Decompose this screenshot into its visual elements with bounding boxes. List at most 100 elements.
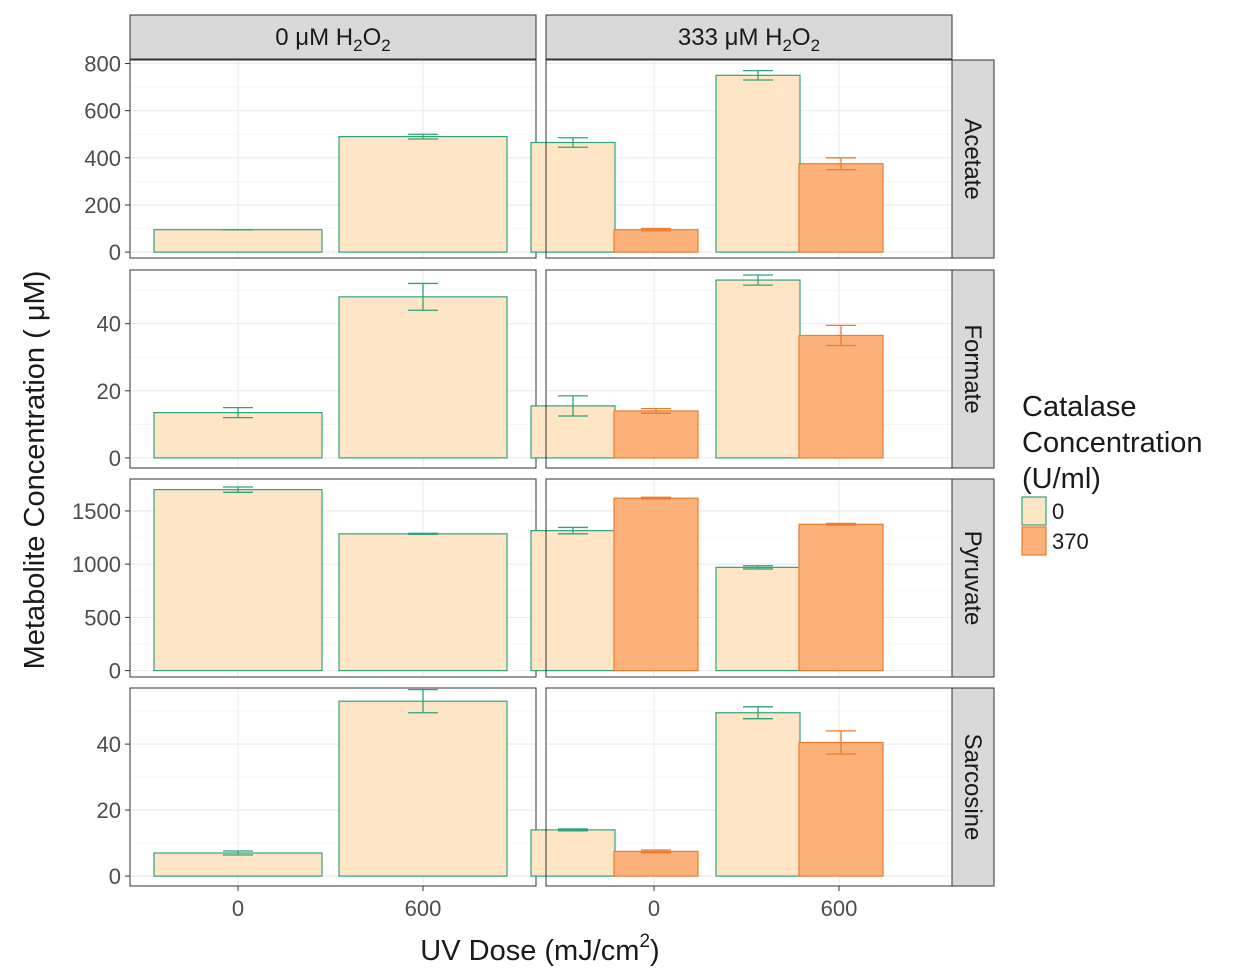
y-tick-label: 400 [84, 146, 121, 171]
row-strip-label: Formate [959, 324, 986, 413]
error-bar [558, 828, 588, 832]
row-strip-formate: Formate [951, 269, 995, 469]
bar-pyruvate-600-catalase-0 [715, 566, 801, 672]
error-bar [223, 850, 253, 856]
column-strip-label-part: 2 [782, 36, 791, 55]
row-strip-label: Sarcosine [959, 734, 986, 841]
x-tick-label: 600 [821, 896, 858, 921]
bar-pyruvate-0-catalase-370 [613, 497, 699, 672]
error-bar [641, 496, 671, 500]
bar-sarcosine-600-catalase-370 [798, 741, 884, 877]
error-bar [826, 522, 856, 526]
panel-sarcosine-col1 [129, 687, 537, 887]
error-bar [223, 486, 253, 493]
row-strip-acetate: Acetate [951, 59, 995, 259]
y-tick-label: 20 [97, 798, 121, 823]
bar-sarcosine-0-catalase-0 [153, 852, 323, 877]
error-bar [641, 849, 671, 854]
error-bar [743, 565, 773, 570]
error-bar [558, 137, 588, 148]
row-strip-label: Acetate [959, 118, 986, 199]
y-tick-label: 1000 [72, 552, 121, 577]
bar-acetate-600-catalase-0 [338, 136, 508, 253]
column-strip-label-part: O [363, 24, 382, 51]
y-tick-label: 20 [97, 379, 121, 404]
column-strip-1: 0 μM H2O2 [129, 14, 537, 60]
legend-title-line-2: Concentration [1022, 427, 1203, 459]
panel-acetate-col1 [129, 59, 537, 259]
bar-formate-0-catalase-0 [153, 412, 323, 459]
y-tick-label: 800 [84, 52, 121, 77]
error-bar [408, 282, 438, 311]
bar-acetate-0-catalase-370 [613, 229, 699, 253]
bar-pyruvate-0-catalase-0 [153, 489, 323, 672]
x-axis-title-main: UV Dose (mJ/cm [420, 935, 639, 967]
legend-label: 0 [1052, 499, 1064, 524]
legend-title-line-3: (U/ml) [1022, 463, 1101, 495]
error-bar [743, 706, 773, 720]
panel-acetate-col2 [530, 59, 953, 259]
bar-sarcosine-0-catalase-370 [613, 850, 699, 877]
error-bar [558, 395, 588, 417]
legend-swatch [1021, 496, 1047, 526]
x-tick-label: 0 [232, 896, 244, 921]
bar-formate-600-catalase-370 [798, 334, 884, 459]
row-strip-label: Pyruvate [959, 531, 986, 626]
bar-formate-600-catalase-0 [715, 279, 801, 459]
legend-swatch [1021, 526, 1047, 556]
y-tick-label: 40 [97, 732, 121, 757]
y-tick-label: 40 [97, 312, 121, 337]
bar-acetate-0-catalase-0 [153, 229, 323, 253]
panel-formate-col1 [129, 269, 537, 469]
y-tick-label: 600 [84, 99, 121, 124]
column-strip-label-part: O [792, 24, 811, 51]
bar-acetate-600-catalase-370 [798, 163, 884, 253]
error-bar [408, 133, 438, 140]
row-strip-pyruvate: Pyruvate [951, 478, 995, 678]
x-axis-title: UV Dose (mJ/cm2) [420, 931, 659, 967]
column-strip-label-part: 2 [353, 36, 362, 55]
error-bar [743, 69, 773, 81]
bar-acetate-0-catalase-0 [530, 141, 616, 253]
error-bar [743, 274, 773, 286]
column-strip-label-2: 333 μM H2O2 [678, 24, 820, 55]
y-tick-label: 1500 [72, 499, 121, 524]
column-strip-label-part: 333 μM H [678, 24, 783, 51]
x-tick-label: 600 [405, 896, 442, 921]
y-tick-label: 200 [84, 193, 121, 218]
error-bar [223, 406, 253, 419]
y-tick-label: 0 [109, 240, 121, 265]
error-bar [641, 407, 671, 414]
row-strip-sarcosine: Sarcosine [951, 687, 995, 887]
bar-sarcosine-600-catalase-0 [715, 712, 801, 877]
error-bar [408, 532, 438, 536]
bar-pyruvate-600-catalase-370 [798, 523, 884, 672]
panel-pyruvate-col1 [129, 478, 537, 678]
column-strip-2: 333 μM H2O2 [545, 14, 953, 60]
legend-key-0: 0 [1021, 496, 1064, 526]
error-bar [641, 227, 671, 232]
column-strip-label-part: 0 μM H [275, 24, 353, 51]
column-strip-label-1: 0 μM H2O2 [275, 24, 390, 55]
bar-pyruvate-600-catalase-0 [338, 533, 508, 672]
bar-formate-0-catalase-370 [613, 410, 699, 459]
error-bar [826, 157, 856, 171]
x-axis-title-tail: ) [650, 935, 660, 967]
legend-label: 370 [1052, 529, 1089, 554]
bar-sarcosine-0-catalase-0 [530, 829, 616, 877]
panel-pyruvate-col2 [530, 478, 953, 678]
y-tick-label: 500 [84, 605, 121, 630]
panel-formate-col2 [530, 269, 953, 469]
bar-pyruvate-0-catalase-0 [530, 530, 616, 672]
column-strip-label-part: 2 [811, 36, 820, 55]
panel-sarcosine-col2 [530, 687, 953, 887]
legend-key-370: 370 [1021, 526, 1089, 556]
legend-title-line-1: Catalase [1022, 391, 1136, 423]
x-tick-label: 0 [648, 896, 660, 921]
error-bar [558, 526, 588, 535]
y-tick-label: 0 [109, 659, 121, 684]
